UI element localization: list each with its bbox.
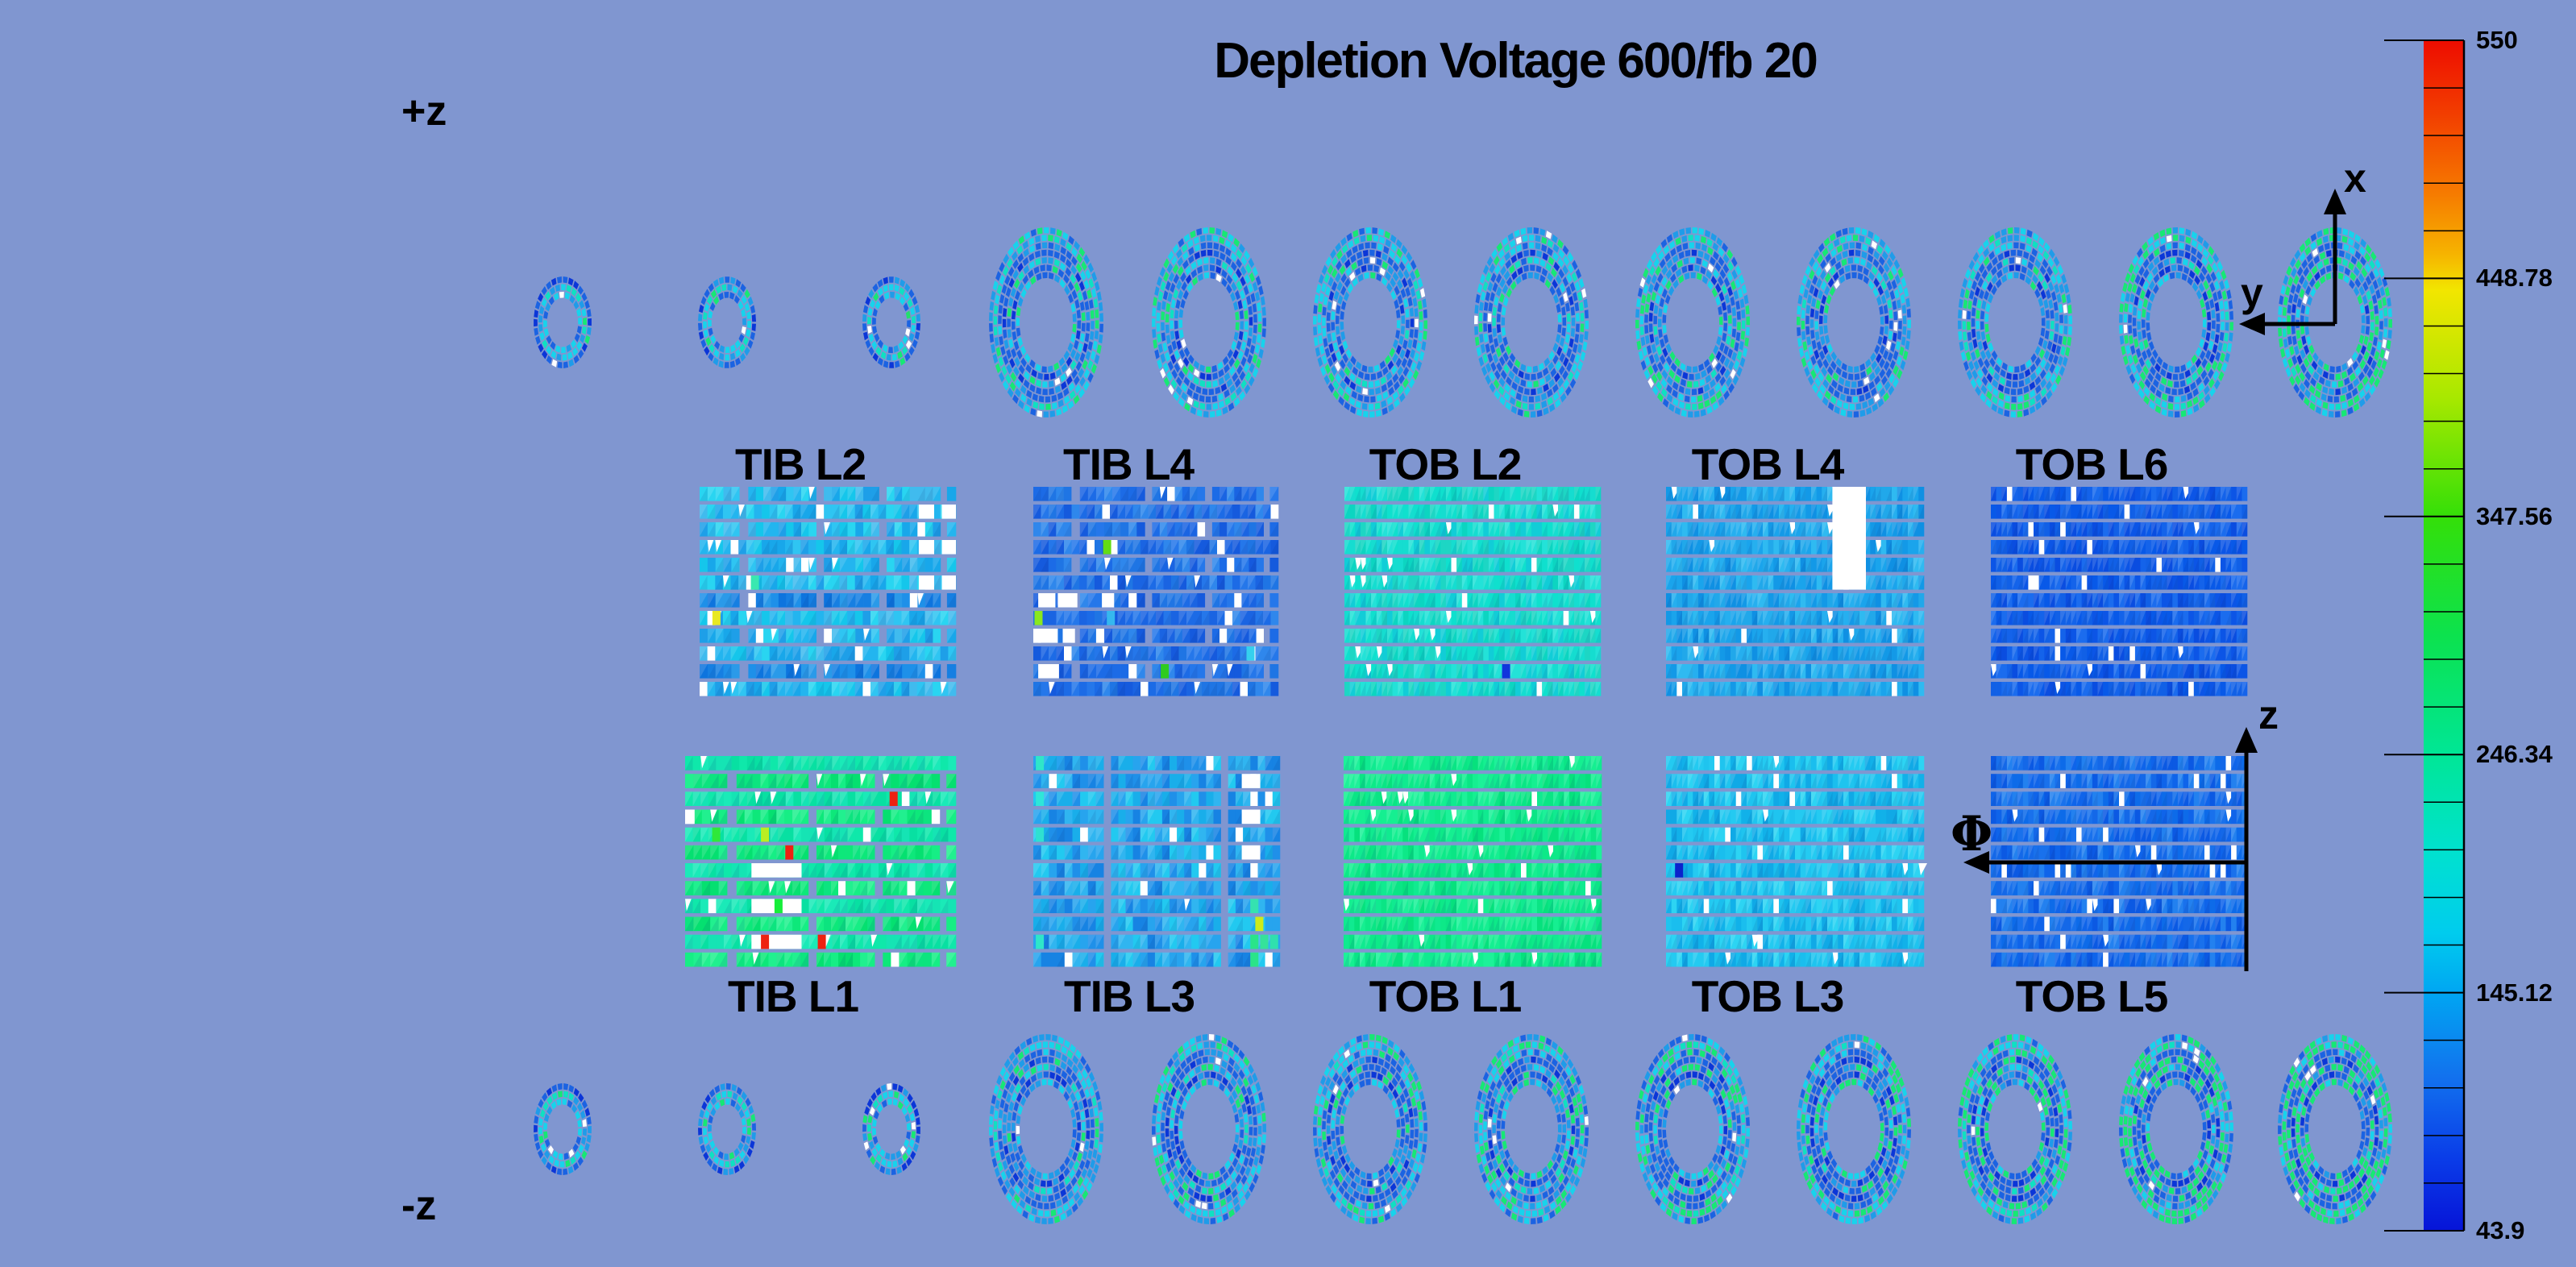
layer-panel-TOB-L3: [1666, 756, 1927, 967]
layer-panel-TOB-L5: [1991, 756, 2248, 967]
panel-label-TOB-L4: TOB L4: [1691, 439, 1845, 489]
panel-label-TIB-L4: TIB L4: [1062, 439, 1195, 489]
endcap-disk: [534, 1083, 592, 1175]
phi-axis-label: Φ: [1951, 806, 1993, 862]
endcap-disk: [1797, 227, 1911, 417]
plus-z-label: +z: [401, 88, 447, 135]
layer-panel-TOB-L6: [1991, 487, 2248, 696]
endcap-disk: [698, 1083, 756, 1175]
endcap-disk-rings: [534, 227, 2392, 1224]
layer-panel-TIB-L4: [1033, 487, 1279, 696]
colorbar: [2384, 39, 2466, 1232]
colorbar-tick-label: 550: [2476, 26, 2518, 54]
endcap-disk: [1474, 1034, 1589, 1224]
panel-label-TIB-L3: TIB L3: [1063, 971, 1195, 1021]
endcap-disk: [1635, 1034, 1750, 1224]
endcap-disk: [2278, 227, 2392, 417]
z-axis-label: z: [2258, 692, 2279, 737]
colorbar-tick-label: 448.78: [2476, 264, 2553, 293]
endcap-disk: [1958, 1034, 2072, 1224]
panel-label-TOB-L2: TOB L2: [1369, 439, 1523, 489]
endcap-disk: [1152, 1034, 1266, 1224]
layer-panel-TIB-L2: [700, 487, 957, 696]
endcap-disk: [989, 1034, 1103, 1224]
endcap-disk: [1635, 227, 1750, 417]
panel-label-TOB-L5: TOB L5: [2015, 971, 2169, 1021]
panel-label-TOB-L1: TOB L1: [1369, 971, 1523, 1021]
page-title: Depletion Voltage 600/fb 20: [1214, 33, 1818, 89]
colorbar-tick-label: 246.34: [2476, 740, 2553, 769]
endcap-disk: [1474, 227, 1589, 417]
panel-label-TIB-L1: TIB L1: [727, 971, 859, 1021]
layer-panel-TIB-L3: [1033, 756, 1281, 967]
colorbar-tick-label: 347.56: [2476, 501, 2553, 530]
endcap-disk: [698, 276, 756, 368]
colorbar-tick-label: 43.9: [2476, 1216, 2525, 1244]
panel-label-TOB-L3: TOB L3: [1691, 971, 1845, 1021]
minus-z-label: -z: [401, 1182, 437, 1229]
y-axis-label: y: [2241, 270, 2263, 315]
layer-panel-TOB-L1: [1344, 756, 1602, 967]
layer-panel-TOB-L4: [1666, 487, 1925, 696]
endcap-disk: [862, 276, 920, 368]
x-axis-label: x: [2344, 156, 2366, 201]
layer-panel-TIB-L1: [685, 756, 957, 967]
endcap-disk: [2119, 227, 2233, 417]
endcap-disk: [1797, 1034, 1911, 1224]
endcap-disk: [2278, 1034, 2392, 1224]
coordinate-axes: [1963, 189, 2346, 971]
endcap-disk: [1152, 227, 1266, 417]
colorbar-tick-label: 145.12: [2476, 978, 2553, 1007]
endcap-disk: [534, 276, 592, 368]
panel-label-TOB-L6: TOB L6: [2015, 439, 2169, 489]
endcap-disk: [2119, 1034, 2233, 1224]
endcap-disk: [862, 1083, 920, 1175]
endcap-disk: [1313, 227, 1427, 417]
panel-label-TIB-L2: TIB L2: [734, 439, 866, 489]
endcap-disk: [1958, 227, 2072, 417]
layer-panels: [685, 487, 2248, 967]
endcap-disk: [989, 227, 1103, 417]
layer-panel-TOB-L2: [1344, 487, 1602, 696]
endcap-disk: [1313, 1034, 1427, 1224]
